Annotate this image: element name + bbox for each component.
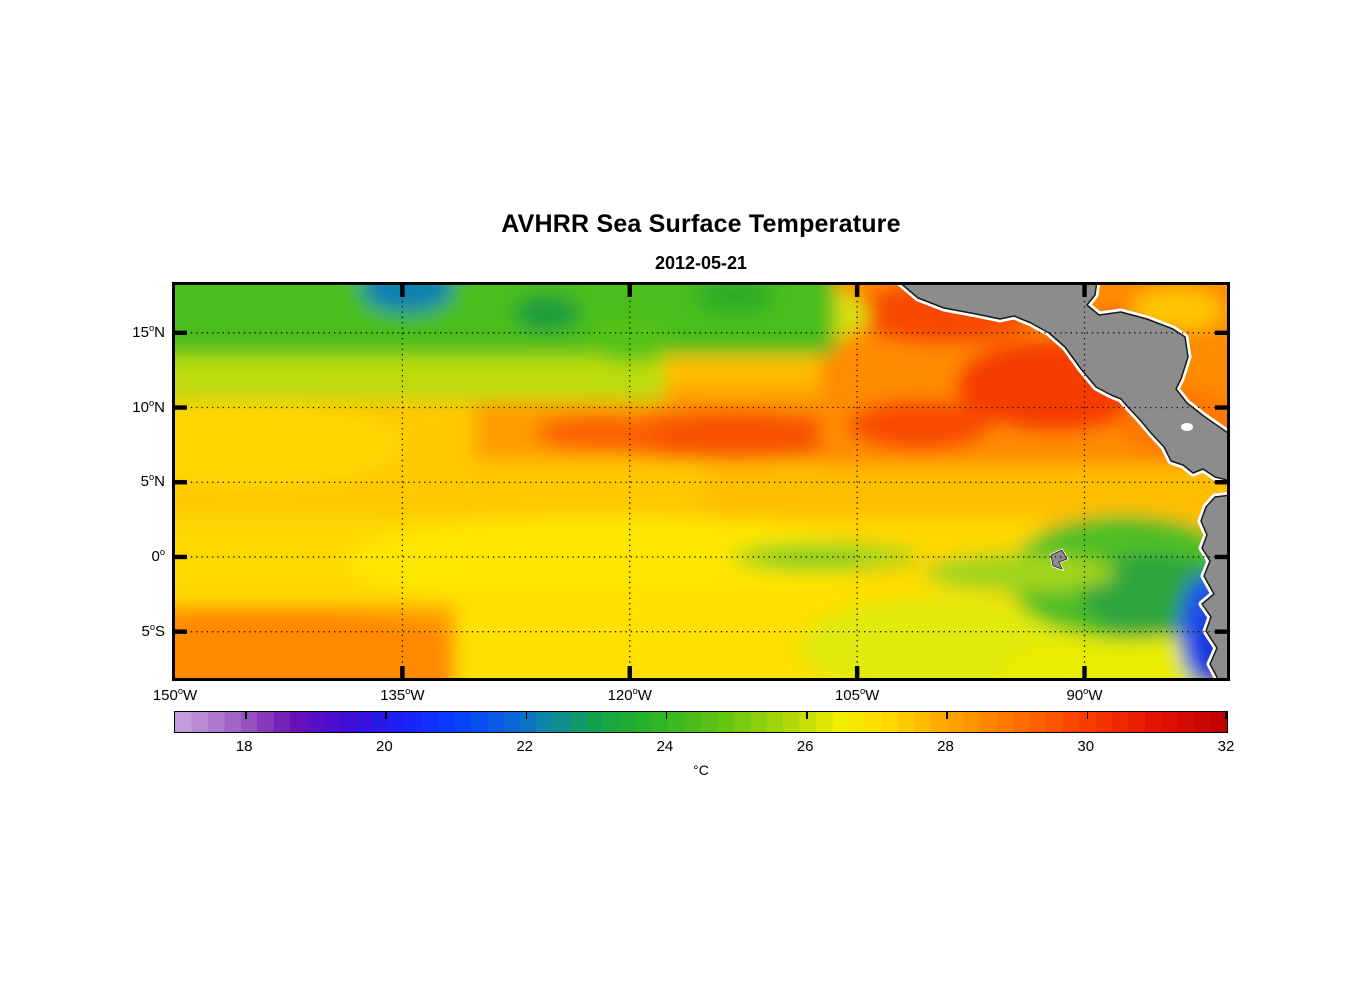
y-axis-tick-label: 0o	[151, 546, 165, 565]
sst-field	[175, 285, 1227, 678]
colorbar-tick-label: 22	[516, 738, 533, 755]
y-axis-tick-label: 10oN	[132, 397, 165, 416]
colorbar-tick-mark	[525, 712, 528, 719]
colorbar	[174, 711, 1228, 733]
colorbar-tick-label: 20	[376, 738, 393, 755]
x-axis-tick-label: 90oW	[1066, 686, 1103, 704]
colorbar-tick-label: 30	[1077, 738, 1095, 755]
x-axis-tick-label: 105oW	[834, 686, 880, 704]
colorbar-tick-mark	[665, 712, 668, 719]
colorbar-unit-label: °C	[693, 762, 709, 778]
x-axis-tick-label: 135oW	[380, 686, 425, 704]
land-central-america	[901, 285, 1227, 481]
plot-subtitle: 2012-05-21	[654, 253, 748, 273]
sst-map-svg	[175, 285, 1227, 678]
colorbar-tick-mark	[1225, 712, 1227, 719]
colorbar-tick-label: 24	[656, 738, 674, 755]
colorbar-tick-mark	[946, 712, 948, 719]
colorbar-tick-mark	[806, 712, 808, 719]
y-axis-tick-label: 5oS	[141, 621, 165, 640]
x-axis-tick-label: 150oW	[152, 686, 198, 704]
colorbar-tick-mark	[385, 712, 387, 719]
colorbar-tick-label: 26	[796, 738, 814, 755]
colorbar-gradient	[175, 712, 1227, 732]
colorbar-tick-mark	[245, 712, 247, 719]
colorbar-tick-label: 18	[235, 738, 253, 755]
y-axis-tick-label: 15oN	[132, 322, 165, 341]
colorbar-tick-label: 32	[1217, 738, 1235, 755]
y-axis-tick-label: 5oN	[140, 472, 165, 491]
colorbar-tick-mark	[1086, 712, 1089, 719]
map-axes	[172, 282, 1230, 681]
colorbar-tick-label: 28	[937, 738, 954, 755]
gridlines	[175, 285, 1227, 678]
axis-tick-marks	[175, 285, 1227, 678]
plot-title: AVHRR Sea Surface Temperature	[501, 210, 901, 238]
x-axis-tick-label: 120oW	[607, 686, 652, 704]
lake-nicaragua	[1181, 423, 1193, 431]
